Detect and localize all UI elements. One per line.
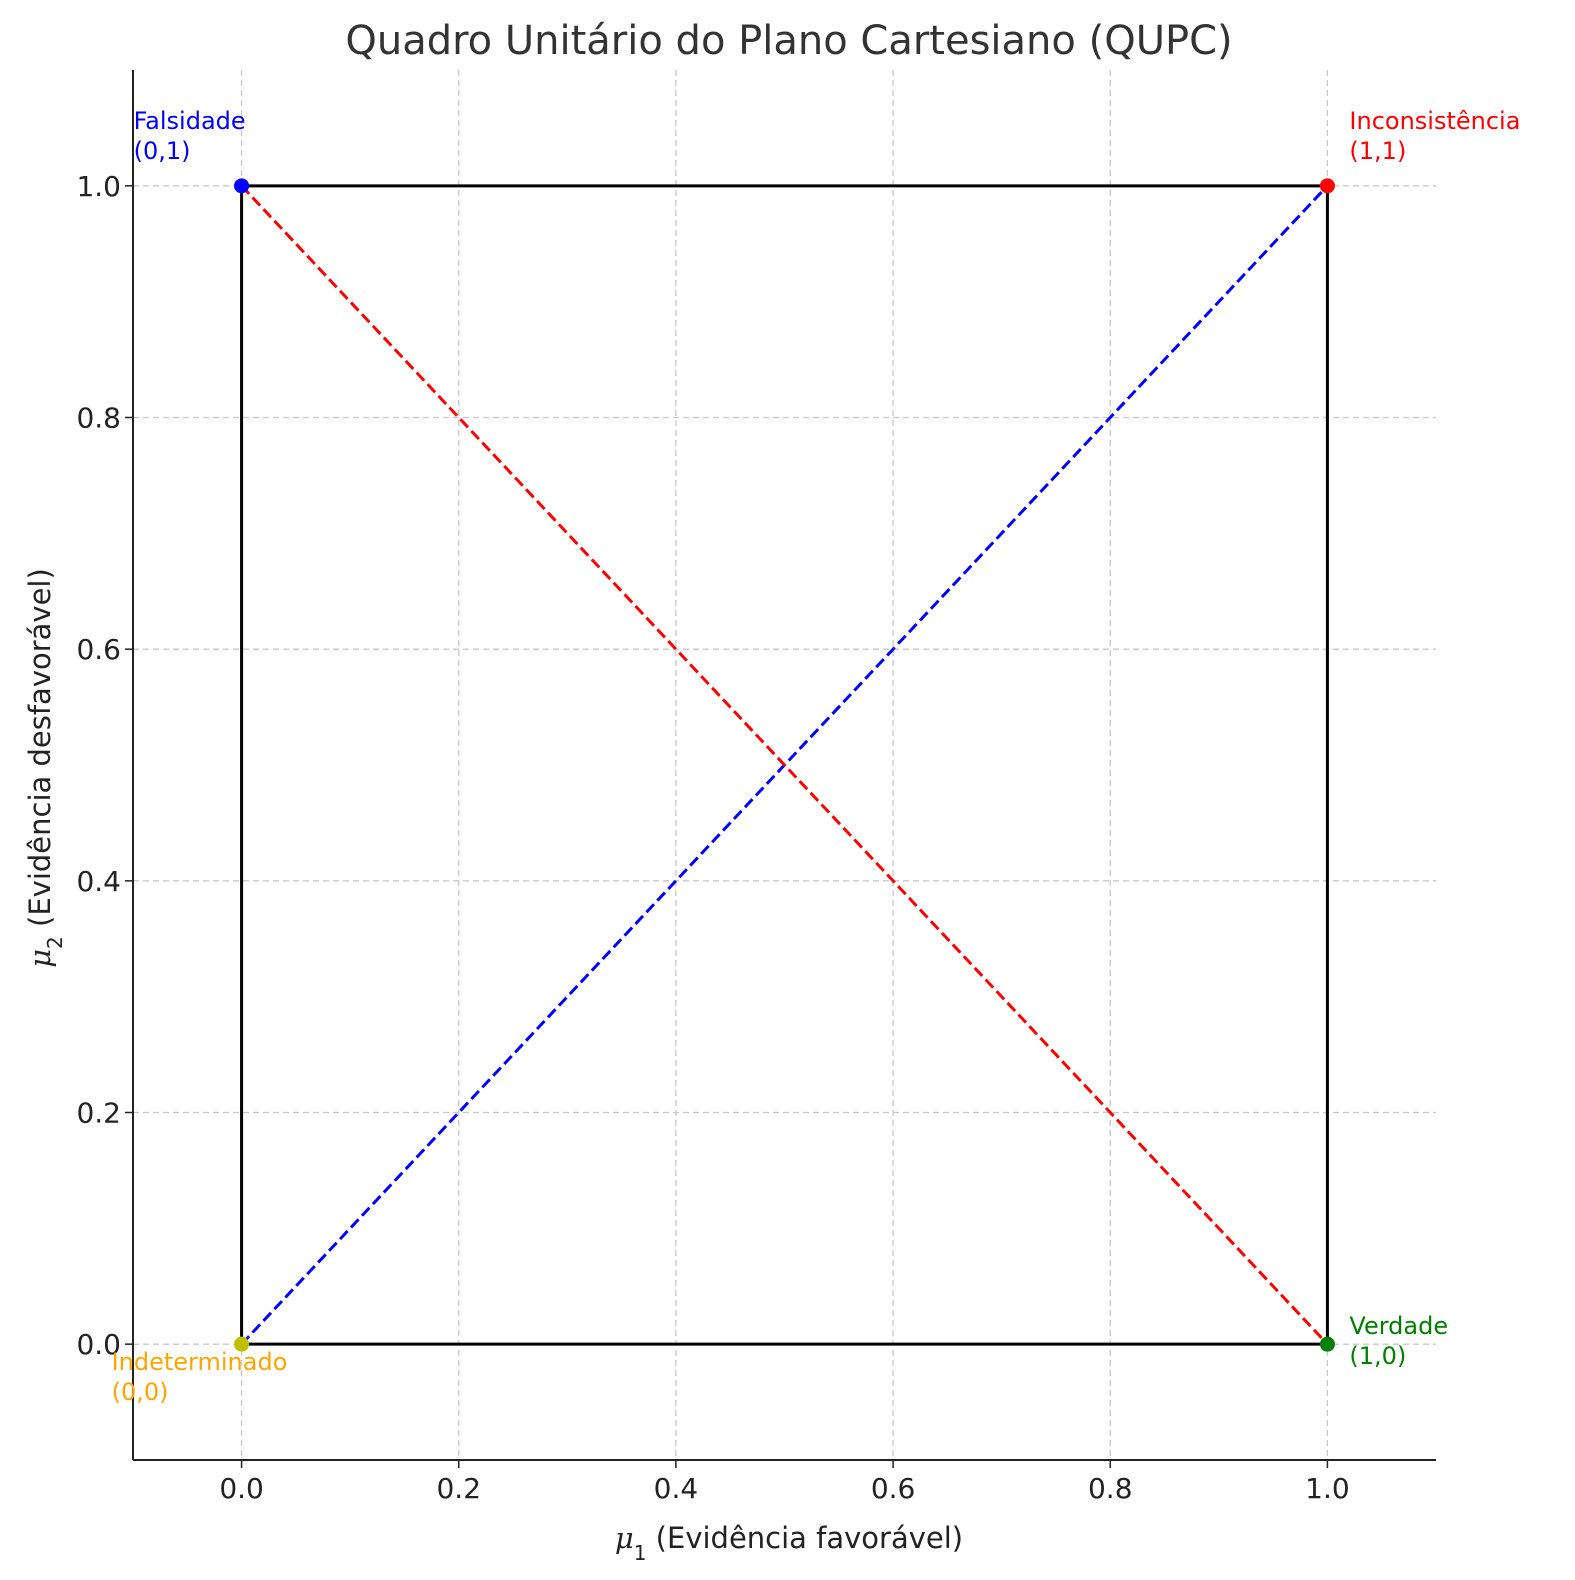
y-axis-text: (Evidência desfavorável) (23, 568, 57, 936)
x-tick-label-1: 0.2 (436, 1472, 481, 1505)
chart-title: Quadro Unitário do Plano Cartesiano (QUP… (345, 18, 1232, 64)
x-axis-symbol: μ (615, 1521, 634, 1555)
x-tick-label-0: 0.0 (219, 1472, 264, 1505)
y-tick-label-5: 1.0 (76, 170, 121, 203)
label-indeterminado-name: Indeterminado (112, 1348, 288, 1376)
point-indeterminado (234, 1336, 250, 1352)
x-tick-label-2: 0.4 (654, 1472, 699, 1505)
x-tick-label-4: 0.8 (1088, 1472, 1133, 1505)
x-tick-label-5: 1.0 (1305, 1472, 1350, 1505)
x-axis-subscript: 1 (634, 1541, 647, 1565)
y-axis-label: μ2 (Evidência desfavorável) (23, 568, 67, 968)
y-tick-label-1: 0.2 (76, 1097, 121, 1130)
y-tick-label-4: 0.8 (76, 402, 121, 435)
plot-area (234, 178, 1335, 1352)
label-inconsistncia-name: Inconsistência (1349, 107, 1520, 135)
label-indeterminado-coord: (0,0) (112, 1378, 169, 1406)
point-verdade (1319, 1336, 1335, 1352)
y-tick-label-2: 0.4 (76, 865, 121, 898)
y-axis-symbol: μ (23, 949, 57, 968)
x-axis-text: (Evidência favorável) (646, 1521, 963, 1555)
y-tick-label-3: 0.6 (76, 633, 121, 666)
point-falsidade (234, 178, 250, 194)
point-inconsistncia (1319, 178, 1335, 194)
axes (132, 70, 1436, 1461)
point-labels: Verdade(1,0) Falsidade(0,1) Inconsistência… (112, 107, 1521, 1406)
x-axis-label: μ1 (Evidência favorável) (615, 1521, 963, 1565)
label-verdade-coord: (1,0) (1349, 1342, 1406, 1370)
diagonal-line-2 (240, 184, 1329, 1346)
label-inconsistncia-coord: (1,1) (1349, 137, 1406, 165)
y-tick-label-0: 0.0 (76, 1328, 121, 1361)
label-verdade-name: Verdade (1349, 1312, 1448, 1340)
y-axis-subscript: 2 (43, 936, 67, 949)
label-falsidade-coord: (0,1) (134, 137, 191, 165)
x-tick-label-3: 0.6 (871, 1472, 916, 1505)
label-falsidade-name: Falsidade (134, 107, 246, 135)
ticks: 0.0 0.2 0.4 0.6 0.8 1.0 0.0 0.2 0.4 0.6 0.8 1.0 (76, 170, 1349, 1505)
